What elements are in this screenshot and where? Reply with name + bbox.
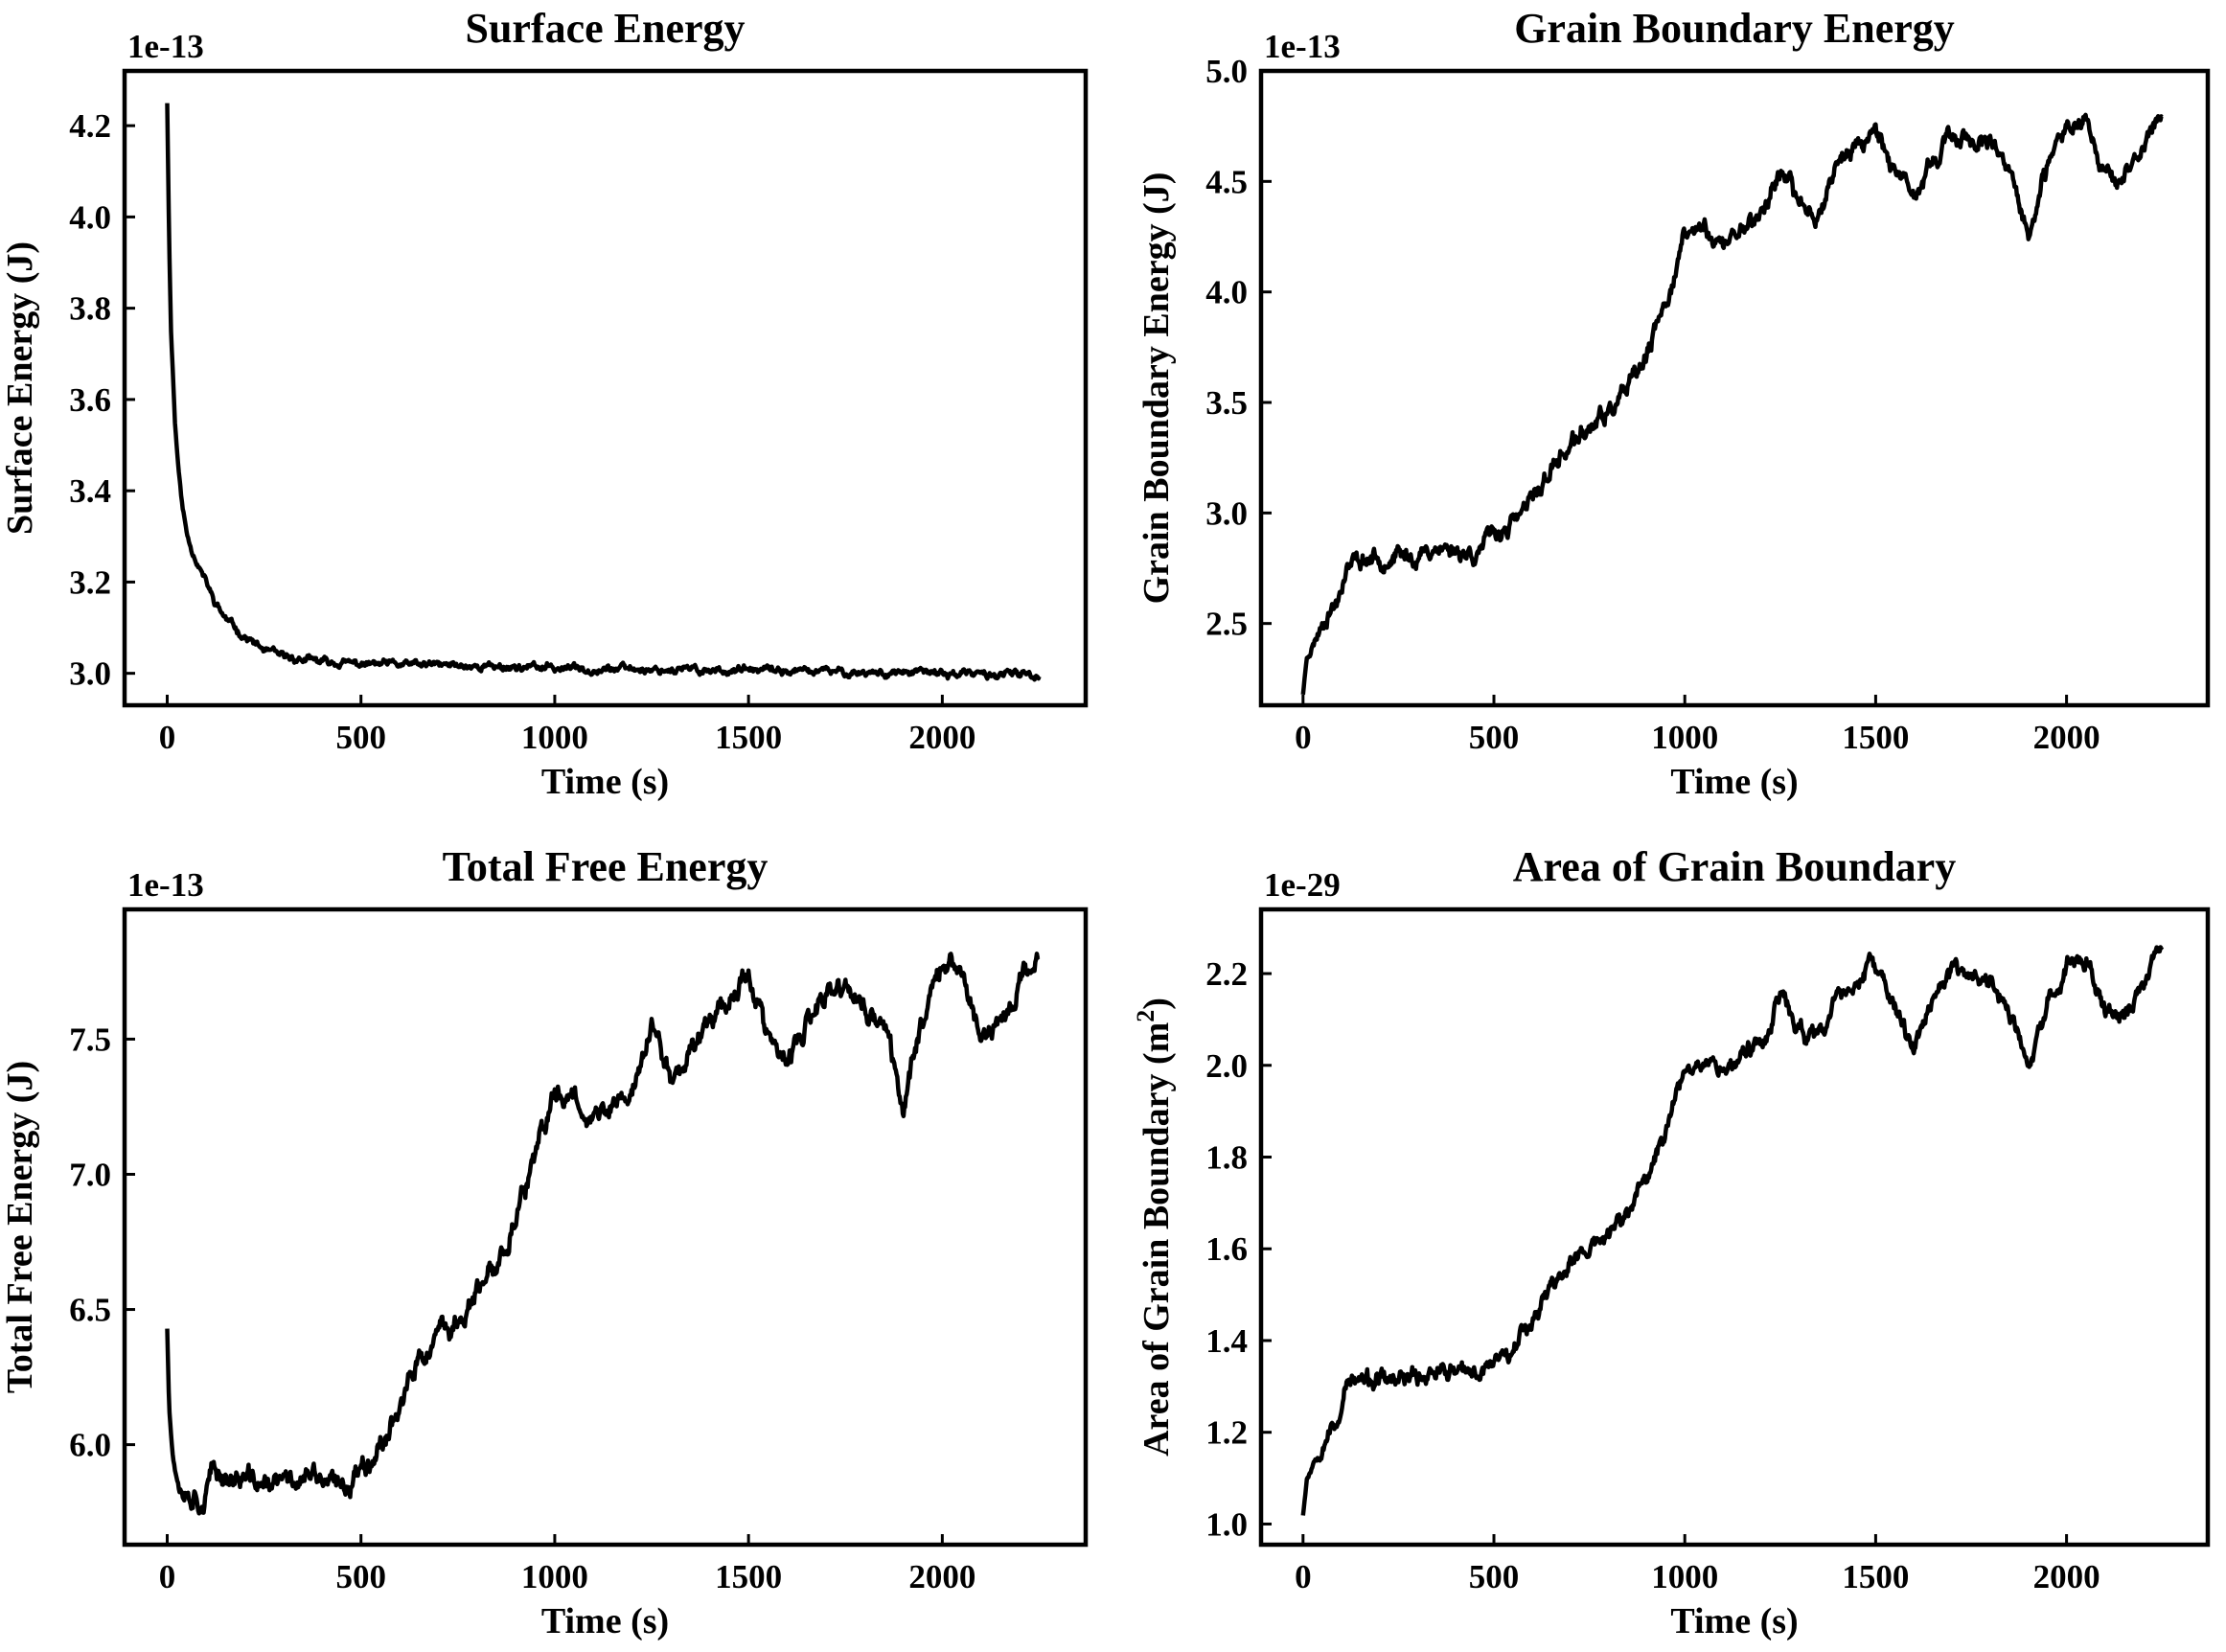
x-tick-label: 500 [1469, 1558, 1520, 1595]
y-tick-label: 6.0 [69, 1427, 111, 1464]
offset-label: 1e-13 [127, 28, 204, 65]
y-tick-label: 5.0 [1205, 53, 1248, 90]
x-tick-label: 2000 [908, 719, 975, 756]
y-tick-label: 4.5 [1205, 163, 1248, 200]
x-tick-label: 0 [1295, 1558, 1312, 1595]
y-tick-label: 4.0 [1205, 274, 1248, 311]
x-tick-label: 1000 [1651, 719, 1718, 756]
x-tick-label: 1500 [1842, 1558, 1909, 1595]
series-line [165, 103, 1042, 682]
chart-title: Surface Energy [465, 5, 745, 52]
x-tick-label: 500 [335, 719, 386, 756]
plot-frame [122, 68, 1089, 708]
y-tick-label: 3.2 [69, 563, 111, 601]
y-tick-label: 1.8 [1205, 1138, 1248, 1176]
x-tick-label: 0 [159, 719, 176, 756]
y-tick-label: 1.6 [1205, 1230, 1248, 1268]
offset-label: 1e-29 [1264, 866, 1341, 904]
y-tick-label: 1.0 [1205, 1505, 1248, 1543]
chart-panel-4: 0 500 1000 1500 2000 1.0 1.2 1.4 1.6 1.8 2.0 2.2 Are… [1132, 843, 2211, 1641]
chart-panel-3: 0 500 1000 1500 2000 6.0 6.5 7.0 7.5 Total Free E… [0, 843, 1089, 1641]
plot-frame [1258, 906, 2211, 1548]
y-tick-label: 3.5 [1205, 384, 1248, 422]
x-tick-label: 1500 [715, 719, 782, 756]
x-axis-label: Time (s) [1670, 762, 1798, 802]
x-tick-label: 1000 [521, 719, 588, 756]
x-axis-label: Time (s) [541, 762, 669, 802]
x-tick-label: 1500 [715, 1558, 782, 1595]
y-tick-label: 3.0 [69, 655, 111, 693]
y-tick-label: 6.5 [69, 1292, 111, 1329]
y-axis-label: Surface Energy (J) [0, 241, 40, 535]
x-tick-label: 2000 [2033, 1558, 2100, 1595]
y-tick-label: 3.4 [69, 472, 111, 510]
series-line [1300, 945, 2165, 1516]
x-tick-label: 2000 [2033, 719, 2100, 756]
y-tick-label: 3.0 [1205, 494, 1248, 532]
chart-panel-2: 0 500 1000 1500 2000 2.5 3.0 3.5 4.0 4.5 5.0 Grain … [1136, 5, 2211, 802]
y-tick-label: 4.0 [69, 198, 111, 236]
plot-frame [122, 906, 1089, 1548]
y-tick-label: 7.0 [69, 1156, 111, 1193]
x-tick-label: 500 [335, 1558, 386, 1595]
x-tick-label: 0 [1295, 719, 1312, 756]
x-axis-label: Time (s) [1670, 1601, 1798, 1641]
x-tick-label: 1500 [1842, 719, 1909, 756]
series-line [165, 952, 1041, 1516]
x-tick-label: 500 [1469, 719, 1520, 756]
y-tick-label: 3.6 [69, 381, 111, 419]
x-tick-label: 1000 [521, 1558, 588, 1595]
x-axis-label: Time (s) [541, 1601, 669, 1641]
y-axis-label: Grain Boundary Energy (J) [1136, 172, 1177, 605]
chart-title: Total Free Energy [443, 843, 769, 890]
x-tick-label: 2000 [908, 1558, 975, 1595]
y-tick-label: 1.4 [1205, 1322, 1248, 1360]
offset-label: 1e-13 [1264, 28, 1341, 65]
x-tick-label: 0 [159, 1558, 176, 1595]
y-tick-label: 4.2 [69, 107, 111, 145]
chart-title: Area of Grain Boundary [1513, 843, 1956, 890]
y-tick-label: 2.5 [1205, 606, 1248, 643]
y-axis-label: Area of Grain Boundary (m2) [1132, 998, 1177, 1457]
y-axis-label: Total Free Energy (J) [0, 1061, 40, 1393]
y-axis-label-superscript: 2 [1132, 1010, 1159, 1022]
y-axis-label-end: ) [1136, 998, 1177, 1010]
y-tick-label: 3.8 [69, 290, 111, 328]
y-tick-label: 7.5 [69, 1021, 111, 1058]
y-tick-label: 2.0 [1205, 1047, 1248, 1085]
chart-title: Grain Boundary Energy [1514, 5, 1955, 52]
y-tick-label: 1.2 [1205, 1414, 1248, 1452]
offset-label: 1e-13 [127, 866, 204, 904]
series-line [1300, 112, 2164, 696]
plot-frame [1258, 68, 2211, 708]
y-tick-label: 2.2 [1205, 955, 1248, 993]
chart-panel-1: 0 500 1000 1500 2000 3.0 3.2 3.4 3.6 3.8 4.0 4.2 Sur… [0, 5, 1089, 802]
x-tick-label: 1000 [1651, 1558, 1718, 1595]
